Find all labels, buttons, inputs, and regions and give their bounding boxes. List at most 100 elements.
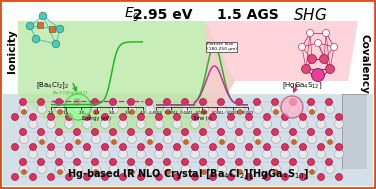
- Circle shape: [209, 149, 217, 159]
- Bar: [3, 94, 373, 186]
- Circle shape: [102, 114, 109, 121]
- Circle shape: [220, 139, 224, 145]
- Circle shape: [273, 170, 279, 174]
- Circle shape: [271, 98, 279, 105]
- Circle shape: [102, 143, 109, 150]
- Circle shape: [317, 174, 324, 180]
- Circle shape: [262, 149, 271, 159]
- Circle shape: [47, 149, 56, 159]
- Circle shape: [155, 119, 164, 129]
- Circle shape: [308, 54, 317, 64]
- Circle shape: [56, 129, 62, 136]
- Circle shape: [147, 139, 153, 145]
- Circle shape: [317, 143, 324, 150]
- Circle shape: [290, 98, 297, 105]
- Circle shape: [65, 114, 73, 121]
- Circle shape: [118, 149, 127, 159]
- Circle shape: [317, 119, 326, 129]
- Circle shape: [100, 149, 109, 159]
- Circle shape: [191, 114, 199, 121]
- Circle shape: [209, 119, 217, 129]
- Circle shape: [244, 149, 253, 159]
- Circle shape: [300, 174, 306, 180]
- Circle shape: [136, 149, 146, 159]
- Circle shape: [109, 159, 117, 166]
- Circle shape: [209, 143, 217, 150]
- Circle shape: [91, 98, 99, 105]
- Circle shape: [290, 129, 297, 136]
- Circle shape: [282, 114, 288, 121]
- Bar: [342, 94, 367, 169]
- Text: $SHG$: $SHG$: [293, 7, 327, 23]
- Circle shape: [118, 119, 127, 129]
- Circle shape: [73, 98, 80, 105]
- Circle shape: [165, 170, 170, 174]
- Circle shape: [246, 114, 253, 121]
- Circle shape: [56, 135, 65, 143]
- Circle shape: [299, 43, 305, 50]
- Text: Hg-based IR NLO Crystal [Ba$_4$Cl$_2$][HgGa$_4$S$_{10}$]: Hg-based IR NLO Crystal [Ba$_4$Cl$_2$][H…: [67, 167, 309, 181]
- Circle shape: [65, 143, 73, 150]
- Circle shape: [73, 105, 82, 114]
- Circle shape: [227, 114, 235, 121]
- Circle shape: [47, 114, 55, 121]
- Circle shape: [290, 135, 299, 143]
- Circle shape: [129, 170, 135, 174]
- Circle shape: [308, 98, 314, 105]
- Circle shape: [91, 159, 99, 166]
- Circle shape: [129, 109, 135, 115]
- Circle shape: [320, 54, 329, 64]
- Circle shape: [120, 143, 126, 150]
- Circle shape: [156, 174, 162, 180]
- Circle shape: [308, 135, 317, 143]
- Circle shape: [217, 135, 226, 143]
- Circle shape: [271, 105, 280, 114]
- Circle shape: [20, 164, 29, 174]
- Circle shape: [73, 159, 80, 166]
- Circle shape: [246, 143, 253, 150]
- Circle shape: [209, 114, 217, 121]
- Circle shape: [291, 139, 297, 145]
- Circle shape: [38, 98, 44, 105]
- Circle shape: [29, 119, 38, 129]
- Circle shape: [173, 143, 180, 150]
- Circle shape: [282, 143, 288, 150]
- Circle shape: [209, 174, 217, 180]
- Circle shape: [226, 149, 235, 159]
- Circle shape: [56, 25, 64, 33]
- Circle shape: [300, 143, 306, 150]
- Text: Particle Size
(180-250 μm): Particle Size (180-250 μm): [207, 43, 237, 51]
- Circle shape: [290, 159, 297, 166]
- Circle shape: [29, 143, 36, 150]
- [Ba$_4$Cl$_2$][HgGa$_4$S$_{12}$]: [141, 41, 145, 43]
- Circle shape: [20, 105, 29, 114]
- Circle shape: [91, 164, 100, 174]
- Circle shape: [306, 29, 314, 36]
- Circle shape: [164, 129, 170, 136]
- Circle shape: [235, 129, 243, 136]
- Text: $E_g$: $E_g$: [124, 6, 140, 24]
- Circle shape: [91, 135, 100, 143]
- Circle shape: [91, 105, 100, 114]
- Circle shape: [217, 129, 224, 136]
- Circle shape: [47, 119, 56, 129]
- Circle shape: [21, 109, 26, 115]
- Circle shape: [309, 109, 314, 115]
- Circle shape: [146, 129, 153, 136]
- Circle shape: [173, 119, 182, 129]
- Circle shape: [308, 129, 314, 136]
- Circle shape: [281, 96, 303, 118]
- Circle shape: [246, 174, 253, 180]
- Circle shape: [280, 119, 290, 129]
- Circle shape: [83, 114, 91, 121]
- Circle shape: [290, 105, 299, 114]
- Circle shape: [326, 159, 332, 166]
- Text: [Ba$_4$Cl$_2$][HgGa$_4$S$_{12}$]: [Ba$_4$Cl$_2$][HgGa$_4$S$_{12}$]: [52, 89, 89, 97]
- Circle shape: [323, 29, 329, 36]
- Circle shape: [127, 105, 136, 114]
- Circle shape: [38, 159, 44, 166]
- [Ba$_4$Cl$_2$][HgGa$_4$S$_{12}$]: [49, 104, 53, 106]
- Circle shape: [217, 105, 226, 114]
- Polygon shape: [18, 21, 235, 131]
- Polygon shape: [205, 21, 358, 131]
